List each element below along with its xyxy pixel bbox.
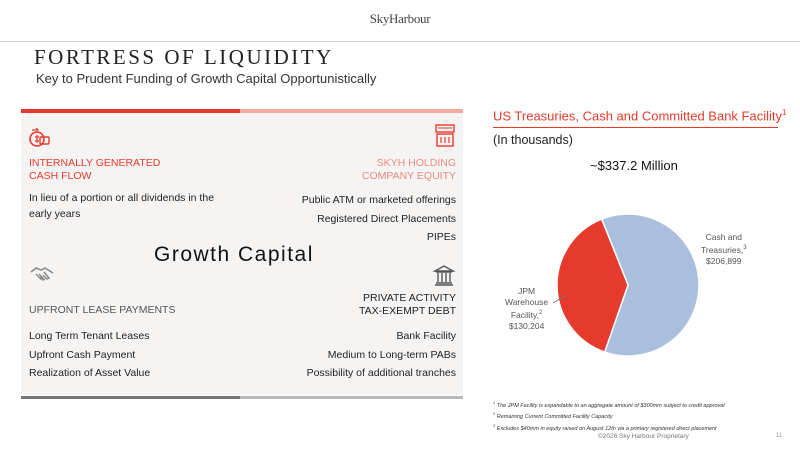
header-divider <box>0 41 800 42</box>
q4-heading-line2: TAX-EXEMPT DEBT <box>358 305 456 317</box>
panel-top-bar-pink <box>240 109 463 113</box>
company-logo: SkyHarbour <box>369 11 431 26</box>
footnote-text: Excludes $40mm in equity raised on Augus… <box>496 425 717 432</box>
footnote-text: Remaining Current Committed Facility Cap… <box>496 414 613 421</box>
q1-heading-line1: INTERNALLY GENERATED <box>29 157 161 169</box>
page-subtitle: Key to Prudent Funding of Growth Capital… <box>36 71 377 86</box>
q3-line: Long Term Tenant Leases <box>29 330 150 342</box>
pie-label-jpm-line: Warehouse <box>505 297 549 307</box>
page-number: 11 <box>776 433 783 439</box>
q1-line: In lieu of a portion or all dividends in… <box>29 192 215 204</box>
pie-label-cash-value: $206,899 <box>706 255 742 266</box>
chart-title-text: US Treasuries, Cash and Committed Bank F… <box>493 108 782 124</box>
q1-line: early years <box>29 208 81 220</box>
q2-heading-line1: SKYH HOLDING <box>376 157 456 169</box>
chart-total: ~$337.2 Million <box>590 158 678 173</box>
chart-title: US Treasuries, Cash and Committed Bank F… <box>493 108 786 123</box>
q3-line: Realization of Asset Value <box>29 367 151 379</box>
q4-line: Bank Facility <box>396 330 456 342</box>
q1-heading-line2: CASH FLOW <box>29 170 92 182</box>
q2-line: Public ATM or marketed offerings <box>301 194 456 206</box>
q3-line: Upfront Cash Payment <box>29 348 136 361</box>
q4-heading: PRIVATE ACTIVITY TAX-EXEMPT DEBT <box>283 292 456 318</box>
pie-slice-cash-and-treasuries <box>600 213 700 357</box>
q4-lines: Bank Facility Medium to Long-term PABs P… <box>256 327 456 383</box>
copyright: ©2026 Sky Harbour Proprietary <box>598 433 689 440</box>
q1-heading: INTERNALLY GENERATED CASH FLOW <box>29 157 160 183</box>
cash-flow-icon <box>28 127 50 154</box>
pie-slice-jpm-warehouse <box>556 218 629 354</box>
panel-top-bar-red <box>21 109 240 113</box>
bank-icon <box>432 264 456 291</box>
pie-label-jpm-line: Facility, <box>510 309 539 320</box>
pie-label-jpm-footnote: 2 <box>539 310 543 316</box>
q2-line: Registered Direct Placements <box>317 212 456 225</box>
growth-capital-label: Growth Capital <box>154 243 314 266</box>
chart-title-underline <box>493 127 778 128</box>
q2-lines: Public ATM or marketed offerings Registe… <box>256 191 456 247</box>
equity-icon <box>434 124 456 153</box>
q2-line: PIPEs <box>426 231 456 243</box>
q4-heading-line1: PRIVATE ACTIVITY <box>363 292 456 304</box>
footnote-line: 1 The JPM Facility is expandable to an a… <box>493 399 725 410</box>
pie-label-jpm-line: JPM <box>518 286 536 296</box>
chart-title-footnote: 1 <box>782 108 787 117</box>
footnote-number: 1 <box>493 400 496 405</box>
q3-lines: Long Term Tenant Leases Upfront Cash Pay… <box>29 327 150 383</box>
pie-label-cash-footnote: 3 <box>743 245 747 251</box>
footnote-line: 3 Excludes $40mm in equity raised on Aug… <box>493 422 725 433</box>
growth-capital-panel <box>21 111 463 395</box>
q2-heading: SKYH HOLDING COMPANY EQUITY <box>283 157 456 183</box>
panel-bottom-bar-light <box>240 396 463 399</box>
q4-line: Possibility of additional tranches <box>306 367 456 379</box>
q2-heading-line2: COMPANY EQUITY <box>361 170 456 182</box>
q1-lines: In lieu of a portion or all dividends in… <box>29 190 214 222</box>
pie-label-jpm: JPM Warehouse Facility,2 $130,204 <box>505 286 548 332</box>
pie-label-cash-line: Treasuries, <box>701 244 744 255</box>
panel-bottom-bar-gray <box>21 396 240 399</box>
q3-heading: UPFRONT LEASE PAYMENTS <box>29 304 176 316</box>
pie-label-cash-line: Cash and <box>705 232 742 242</box>
q4-line: Medium to Long-term PABs <box>327 348 456 361</box>
footnote-line: 2 Remaining Current Committed Facility C… <box>493 410 725 421</box>
footnote-text: The JPM Facility is expandable to an agg… <box>496 402 725 409</box>
pie-leader-line <box>552 295 566 304</box>
footnote-number: 2 <box>493 411 496 417</box>
footnotes: 1 The JPM Facility is expandable to an a… <box>493 399 725 433</box>
footnote-number: 3 <box>493 422 496 428</box>
pie-label-cash: Cash and Treasuries,3 $206,899 <box>701 232 747 267</box>
pie-label-jpm-value: $130,204 <box>508 320 545 331</box>
page-title: FORTRESS OF LIQUIDITY <box>34 45 334 69</box>
chart-subtitle: (In thousands) <box>493 133 573 147</box>
handshake-icon <box>30 265 54 290</box>
